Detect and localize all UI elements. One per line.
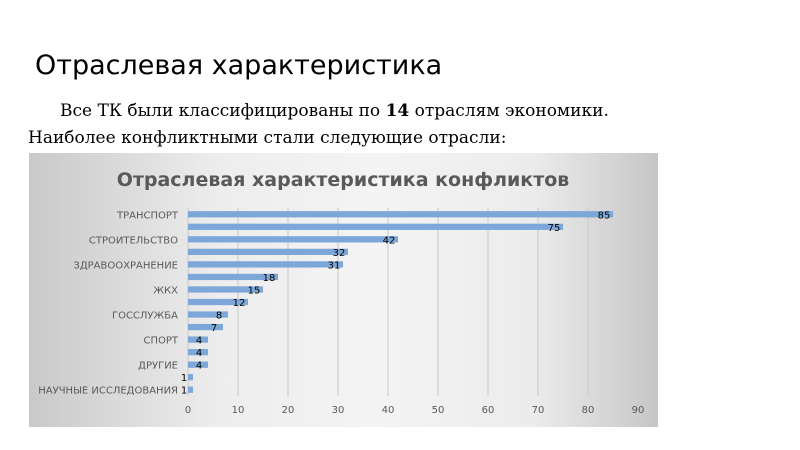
bar — [188, 236, 398, 243]
data-label: 85 — [598, 210, 611, 221]
intro-text: Все ТК были классифицированы по 14 отрас… — [28, 98, 688, 152]
data-label: 1 — [181, 386, 187, 397]
data-label: 4 — [196, 336, 202, 347]
x-tick-label: 80 — [582, 405, 595, 416]
category-label: ГОССЛУЖБА — [112, 311, 178, 322]
x-tick-label: 60 — [482, 405, 495, 416]
data-label: 75 — [548, 223, 561, 234]
bar — [188, 323, 223, 331]
intro-text-end: отраслям экономики. Наиболее конфликтным… — [28, 101, 609, 148]
x-tick-label: 40 — [382, 405, 395, 416]
data-label: 7 — [211, 323, 217, 334]
data-label: 8 — [216, 311, 222, 322]
x-tick-label: 70 — [532, 405, 545, 416]
x-tick-label: 0 — [185, 405, 191, 416]
x-tick-label: 20 — [282, 405, 295, 416]
data-label: 32 — [333, 248, 346, 259]
bar — [188, 386, 193, 393]
data-label: 12 — [233, 298, 246, 309]
industry-count: 14 — [385, 101, 410, 121]
bar — [188, 361, 208, 368]
data-label: 18 — [263, 273, 276, 284]
data-label: 4 — [196, 348, 202, 359]
bar — [188, 261, 343, 268]
category-label: СПОРТ — [143, 336, 178, 347]
bar — [188, 286, 263, 293]
x-tick-label: 10 — [232, 405, 245, 416]
x-tick-label: 90 — [632, 405, 645, 416]
bar — [188, 223, 563, 230]
bar — [188, 374, 193, 381]
bar — [188, 349, 208, 356]
category-label: ЗДРАВООХРАНЕНИЕ — [73, 260, 178, 271]
category-label: ДРУГИЕ — [138, 361, 178, 372]
x-tick-label: 30 — [332, 405, 345, 416]
x-tick-label: 50 — [432, 405, 445, 416]
data-label: 42 — [383, 235, 396, 246]
bar — [188, 273, 278, 281]
bar — [188, 211, 613, 218]
category-label: ЖКХ — [153, 285, 178, 296]
bar — [188, 311, 228, 318]
bar — [188, 298, 248, 306]
category-label: НАУЧНЫЕ ИССЛЕДОВАНИЯ — [38, 386, 178, 397]
data-label: 31 — [328, 260, 341, 271]
data-label: 4 — [196, 361, 202, 372]
category-label: ТРАНСПОРТ — [116, 210, 179, 221]
data-label: 1 — [181, 373, 187, 384]
data-label: 15 — [248, 285, 261, 296]
chart-area: Отраслевая характеристика конфликтов ТРА… — [29, 153, 658, 427]
bar — [188, 336, 208, 343]
bar — [188, 248, 348, 255]
slide-title: Отраслевая характеристика — [35, 50, 443, 81]
intro-text-start: Все ТК были классифицированы по — [60, 101, 386, 121]
chart-title: Отраслевая характеристика конфликтов — [117, 169, 570, 191]
bar-chart: Отраслевая характеристика конфликтов ТРА… — [38, 169, 645, 416]
category-label: СТРОИТЕЛЬСТВО — [89, 235, 178, 246]
